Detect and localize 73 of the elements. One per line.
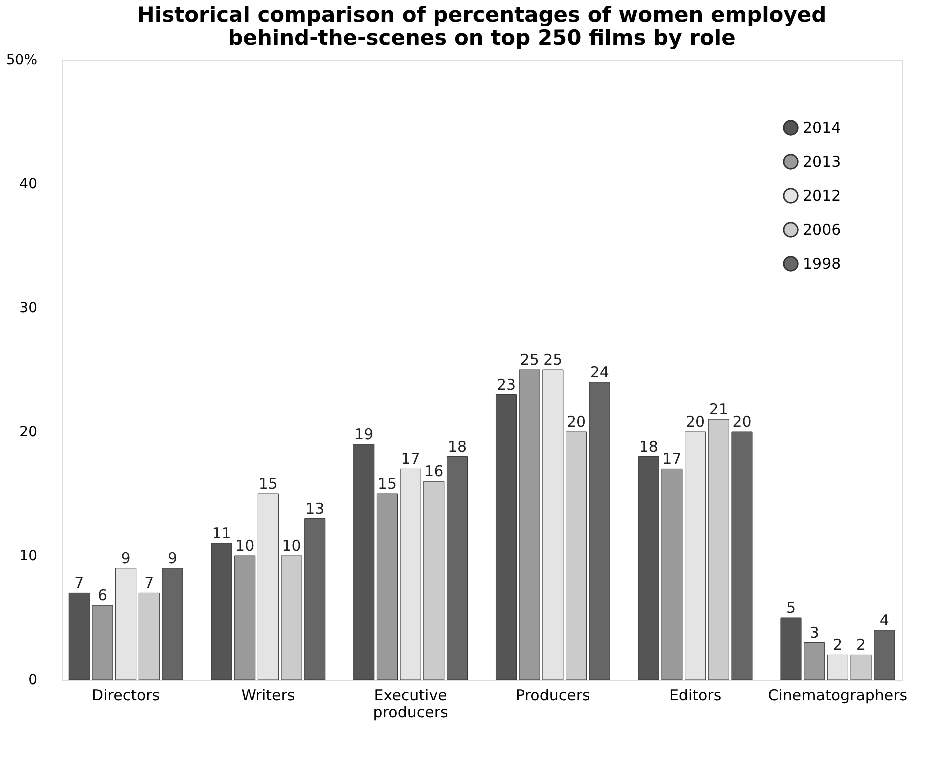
bar xyxy=(708,419,730,680)
bar xyxy=(732,432,753,680)
data-label: 19 xyxy=(354,425,374,444)
bar xyxy=(304,518,326,680)
x-tick-label: Executive producers xyxy=(373,686,449,722)
y-tick-label: 30 xyxy=(20,300,38,316)
x-tick-label: Producers xyxy=(516,686,591,704)
bar xyxy=(496,394,518,680)
data-label: 17 xyxy=(662,450,682,468)
data-label: 7 xyxy=(74,574,84,592)
bar xyxy=(589,382,610,680)
data-label: 20 xyxy=(686,413,706,431)
legend-label: 2012 xyxy=(803,187,842,205)
data-label: 20 xyxy=(566,413,586,431)
bar xyxy=(780,618,802,680)
bar xyxy=(638,456,660,680)
text: behind-the-scenes on top 250 films by role xyxy=(228,26,736,50)
data-label: 23 xyxy=(496,376,516,394)
data-label: 5 xyxy=(786,599,796,617)
x-tick-label: Editors xyxy=(669,686,722,704)
legend-label: 2013 xyxy=(803,153,842,171)
bar xyxy=(519,370,540,680)
y-tick-label: 10 xyxy=(20,548,38,564)
data-label: 16 xyxy=(424,462,444,481)
data-label: 25 xyxy=(544,351,563,369)
data-label: 15 xyxy=(378,475,398,493)
x-tick-label: Cinematographers xyxy=(768,686,908,704)
data-label: 4 xyxy=(880,611,890,630)
legend-label: 2014 xyxy=(803,119,842,137)
data-label: 6 xyxy=(98,586,108,605)
bar xyxy=(566,432,588,680)
data-label: 15 xyxy=(258,475,278,493)
data-label: 2 xyxy=(833,636,843,654)
y-tick-label: 20 xyxy=(20,424,38,440)
bar xyxy=(446,456,468,680)
data-label: 9 xyxy=(168,549,178,568)
bar xyxy=(211,543,232,680)
data-label: 11 xyxy=(212,524,232,543)
data-label: 24 xyxy=(590,363,610,382)
legend-label: 2006 xyxy=(803,221,842,239)
y-tick-label: 0 xyxy=(28,672,38,688)
data-label: 13 xyxy=(306,500,325,518)
data-label: 17 xyxy=(401,450,420,468)
data-label: 18 xyxy=(448,438,468,456)
data-label: 10 xyxy=(236,537,255,555)
bar xyxy=(662,468,683,680)
data-label: 10 xyxy=(282,537,302,555)
bar xyxy=(138,592,160,680)
x-tick-label: Writers xyxy=(242,686,296,704)
data-label: 7 xyxy=(144,574,154,592)
data-label: 2 xyxy=(856,636,866,654)
bar xyxy=(234,556,256,680)
bar xyxy=(281,556,302,680)
bar xyxy=(874,630,896,680)
data-label: 3 xyxy=(810,624,820,642)
data-label: 25 xyxy=(520,351,540,369)
bar xyxy=(68,592,90,680)
data-label: 9 xyxy=(121,549,131,568)
bar xyxy=(376,494,398,680)
bar xyxy=(354,444,375,680)
bar xyxy=(162,568,184,680)
data-label: 21 xyxy=(709,400,728,419)
y-tick-label: 50% xyxy=(6,52,38,68)
bar xyxy=(804,642,826,680)
bar xyxy=(850,654,872,680)
bar xyxy=(424,481,445,680)
data-label: 20 xyxy=(732,413,752,431)
y-tick-label: 40 xyxy=(20,176,38,192)
bar xyxy=(92,605,114,680)
text: Historical comparison of percentages of women employed xyxy=(137,3,827,27)
legend-label: 1998 xyxy=(803,255,842,273)
data-label: 18 xyxy=(639,438,658,456)
x-tick-label: Directors xyxy=(92,686,160,704)
